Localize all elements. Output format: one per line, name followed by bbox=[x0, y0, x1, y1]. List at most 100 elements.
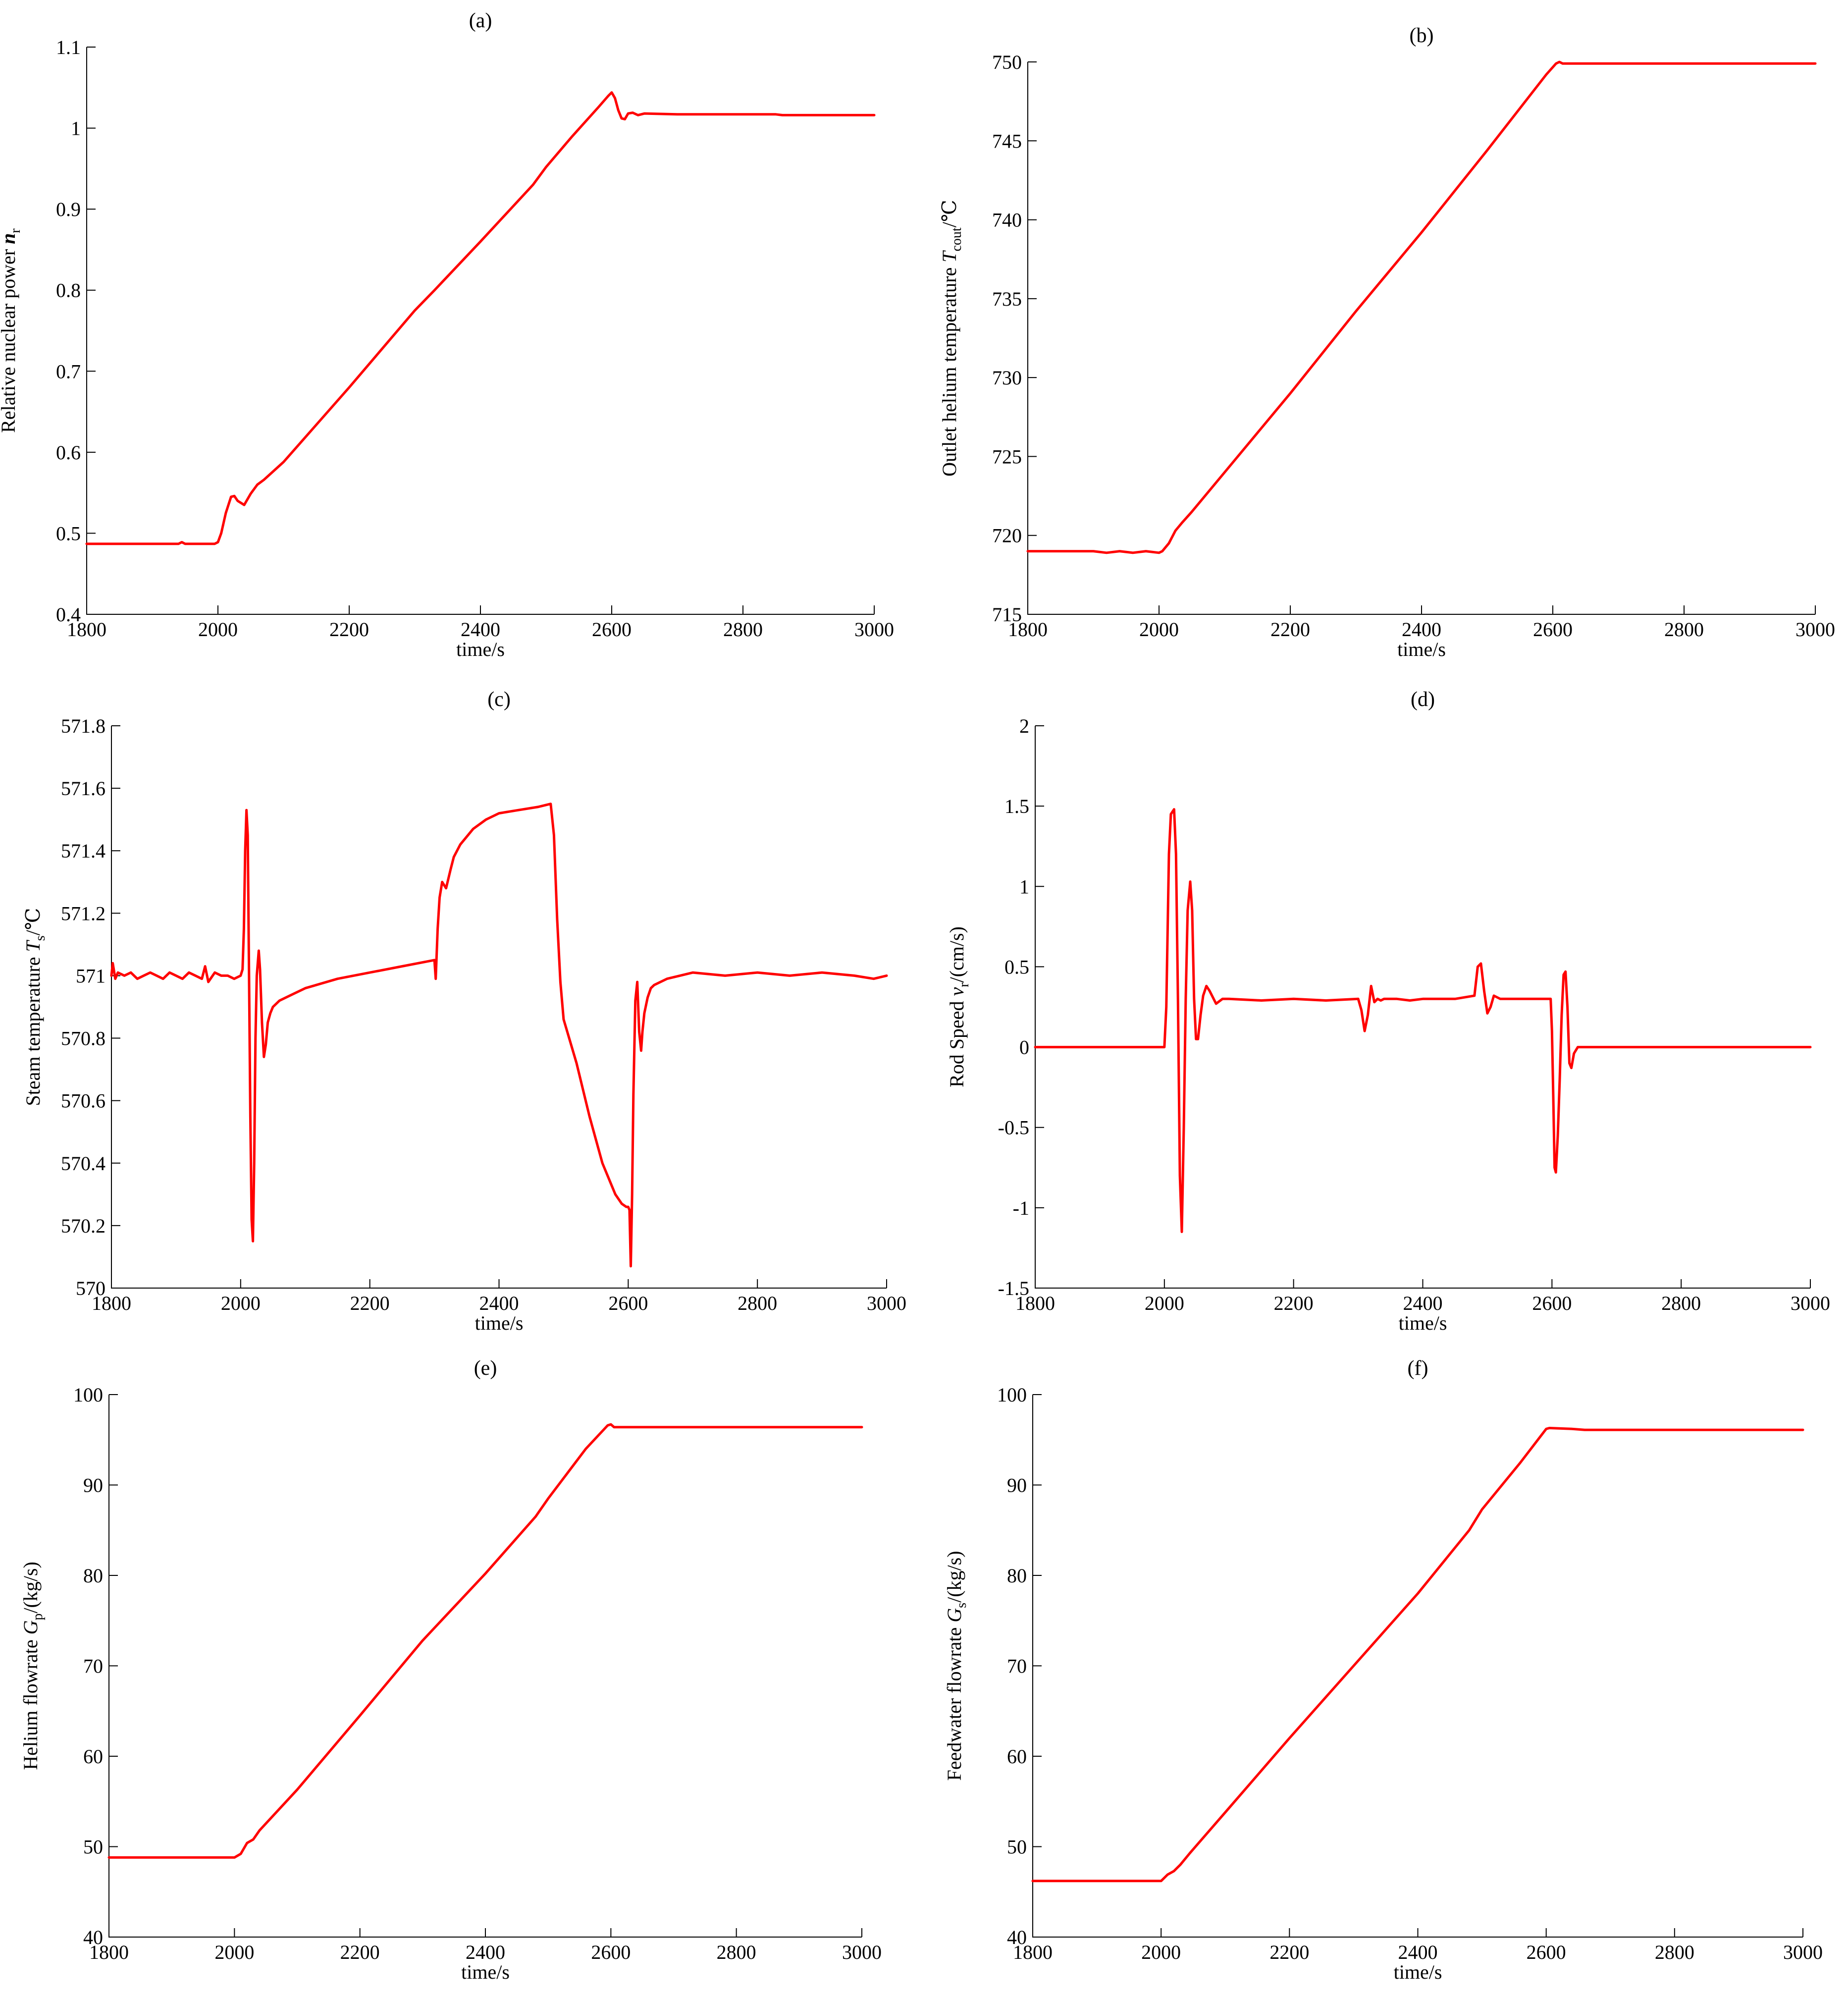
x-tick-label: 2400 bbox=[1402, 618, 1441, 641]
x-tick-label: 2600 bbox=[608, 1292, 648, 1314]
x-tick-label: 2800 bbox=[1664, 618, 1704, 641]
y-tick-label: 90 bbox=[83, 1474, 103, 1497]
y-tick-label: 570.6 bbox=[61, 1090, 106, 1112]
y-axis-label: Steam temperature Ts/℃ bbox=[22, 908, 48, 1106]
y-axis-label: Rod Speed vr/(cm/s) bbox=[946, 926, 972, 1087]
panel-label: (d) bbox=[1411, 688, 1435, 711]
x-tick-label: 2400 bbox=[1403, 1292, 1443, 1314]
chart-panel-0: 1800 2000 2200 2400 2600 2800 3000 0.4 0.5 0.6 0.7… bbox=[0, 9, 894, 660]
x-tick-label: 3000 bbox=[1795, 618, 1835, 641]
y-tick-label: 0.7 bbox=[56, 360, 81, 382]
y-tick-label: 50 bbox=[1007, 1836, 1027, 1858]
x-tick-label: 2000 bbox=[198, 618, 238, 641]
x-axis-label: time/s bbox=[456, 638, 505, 660]
y-tick-label: 571.4 bbox=[61, 840, 106, 862]
y-tick-label: 571.2 bbox=[61, 902, 106, 924]
y-axis-label: Helium flowrate Gp/(kg/s) bbox=[19, 1562, 46, 1770]
y-tick-label: 1 bbox=[71, 117, 81, 140]
y-tick-label: 70 bbox=[83, 1655, 103, 1677]
x-tick-label: 1800 bbox=[67, 618, 106, 641]
y-tick-label: 1.5 bbox=[1004, 795, 1029, 817]
axes-frame bbox=[86, 47, 874, 615]
y-tick-label: 100 bbox=[997, 1384, 1027, 1406]
x-axis-label: time/s bbox=[1397, 638, 1446, 660]
x-tick-label: 2000 bbox=[221, 1292, 261, 1314]
y-tick-label: 735 bbox=[992, 288, 1022, 310]
y-tick-label: 570.2 bbox=[61, 1215, 106, 1237]
series-line-0 bbox=[1034, 808, 1812, 1233]
y-tick-label: -1 bbox=[1013, 1197, 1029, 1219]
y-tick-label: 80 bbox=[1007, 1565, 1027, 1587]
x-axis-label: time/s bbox=[1399, 1312, 1447, 1334]
y-tick-label: 740 bbox=[992, 209, 1022, 231]
y-tick-label: 0.9 bbox=[56, 198, 81, 220]
x-tick-label: 2600 bbox=[591, 1941, 631, 1963]
x-tick-label: 2200 bbox=[350, 1292, 390, 1314]
x-axis-label: time/s bbox=[461, 1961, 510, 1983]
y-tick-label: 1 bbox=[1019, 875, 1029, 898]
y-tick-label: 0.5 bbox=[56, 522, 81, 544]
axes-frame bbox=[108, 1395, 862, 1938]
y-tick-label: 571.6 bbox=[61, 777, 106, 800]
chart-panel-3: 1800 2000 2200 2400 2600 2800 3000 -1.5 -1 -0.5 0 0… bbox=[946, 688, 1830, 1334]
y-tick-label: 715 bbox=[992, 603, 1022, 626]
chart-panel-2: 1800 2000 2200 2400 2600 2800 3000 570 570.2 570.… bbox=[22, 688, 906, 1334]
x-tick-label: 3000 bbox=[867, 1292, 906, 1314]
axes-frame bbox=[111, 726, 887, 1289]
panel-label: (b) bbox=[1410, 24, 1434, 47]
y-axis-label: Relative nuclear power nr bbox=[0, 228, 23, 433]
series-line-0 bbox=[85, 91, 876, 545]
y-tick-label: 90 bbox=[1007, 1474, 1027, 1497]
x-tick-label: 2200 bbox=[1269, 1941, 1309, 1963]
x-tick-label: 2600 bbox=[1533, 618, 1573, 641]
y-tick-label: 730 bbox=[992, 367, 1022, 389]
panel-label: (c) bbox=[487, 688, 511, 711]
y-tick-label: 570 bbox=[76, 1277, 106, 1299]
axes-frame bbox=[1035, 726, 1810, 1289]
x-tick-label: 1800 bbox=[1013, 1941, 1053, 1963]
axes-frame bbox=[1032, 1395, 1803, 1938]
y-tick-label: 0.4 bbox=[56, 603, 81, 626]
y-tick-label: 720 bbox=[992, 525, 1022, 547]
panel-label: (f) bbox=[1408, 1357, 1428, 1380]
y-tick-label: 570.4 bbox=[61, 1152, 106, 1175]
y-tick-label: 60 bbox=[83, 1745, 103, 1768]
panel-label: (e) bbox=[474, 1357, 497, 1380]
x-tick-label: 2800 bbox=[738, 1292, 777, 1314]
x-tick-label: 2000 bbox=[1139, 618, 1179, 641]
y-tick-label: 0.6 bbox=[56, 441, 81, 464]
y-tick-label: 80 bbox=[83, 1565, 103, 1587]
x-tick-label: 2800 bbox=[1655, 1941, 1694, 1963]
series-line-0 bbox=[1031, 1427, 1804, 1883]
x-tick-label: 3000 bbox=[1791, 1292, 1830, 1314]
x-tick-label: 3000 bbox=[1783, 1941, 1823, 1963]
x-tick-label: 2400 bbox=[1398, 1941, 1438, 1963]
y-tick-label: 40 bbox=[83, 1926, 103, 1948]
x-tick-label: 1800 bbox=[89, 1941, 129, 1963]
x-tick-label: 2400 bbox=[461, 618, 500, 641]
y-axis-label: Feedwater flowrate Gs/(kg/s) bbox=[943, 1551, 969, 1781]
x-tick-label: 2200 bbox=[329, 618, 369, 641]
x-tick-label: 2600 bbox=[1532, 1292, 1572, 1314]
x-tick-label: 2600 bbox=[1527, 1941, 1566, 1963]
x-axis-label: time/s bbox=[475, 1312, 524, 1334]
panel-label: (a) bbox=[469, 9, 492, 32]
x-tick-label: 2800 bbox=[723, 618, 763, 641]
x-tick-label: 2200 bbox=[1274, 1292, 1314, 1314]
y-tick-label: 571.8 bbox=[61, 715, 106, 737]
y-tick-label: 0.8 bbox=[56, 279, 81, 302]
series-line-0 bbox=[107, 1423, 863, 1859]
y-tick-label: 100 bbox=[73, 1384, 103, 1406]
chart-panel-1: 1800 2000 2200 2400 2600 2800 3000 715 720 725 730… bbox=[938, 24, 1835, 660]
y-tick-label: -1.5 bbox=[998, 1277, 1029, 1299]
y-tick-label: 0 bbox=[1019, 1036, 1029, 1059]
x-axis-label: time/s bbox=[1394, 1961, 1442, 1983]
y-tick-label: 570.8 bbox=[61, 1027, 106, 1050]
y-axis-label: Outlet helium temperature Tcout/℃ bbox=[938, 200, 964, 476]
x-tick-label: 2000 bbox=[1145, 1292, 1184, 1314]
x-tick-label: 1800 bbox=[92, 1292, 131, 1314]
y-tick-label: 750 bbox=[992, 51, 1022, 73]
y-tick-label: 50 bbox=[83, 1836, 103, 1858]
x-tick-label: 2200 bbox=[1270, 618, 1310, 641]
